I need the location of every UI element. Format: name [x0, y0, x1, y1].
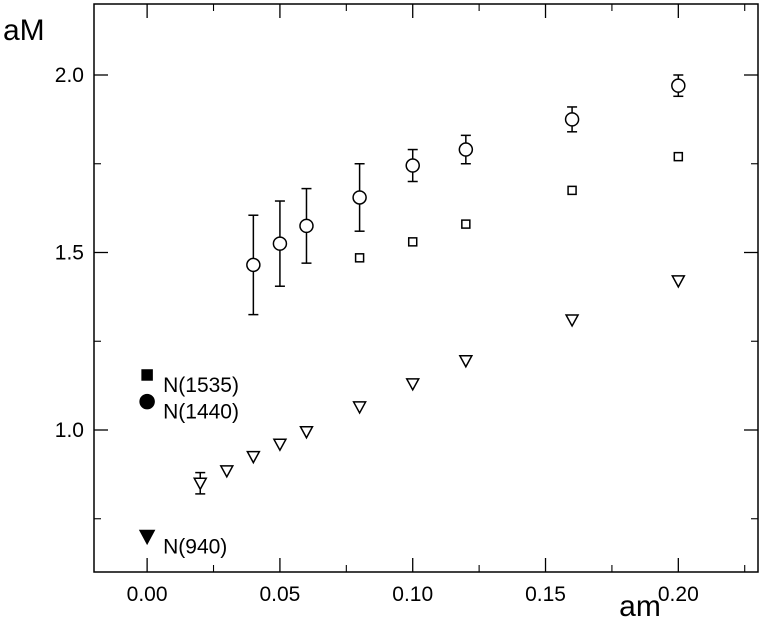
data-point — [272, 438, 288, 452]
data-point — [352, 190, 367, 205]
data-point — [407, 237, 418, 247]
y-axis-label: aM — [3, 14, 45, 47]
x-tick-label: 0.15 — [525, 583, 566, 606]
series-circle-open — [246, 74, 686, 316]
data-point — [564, 112, 580, 127]
data-point — [354, 253, 365, 263]
reference-points: N(1535) N(1440) N(940) — [138, 369, 239, 559]
data-point — [461, 219, 471, 229]
data-point — [219, 465, 235, 479]
x-axis-label: am — [619, 590, 661, 623]
data-point — [671, 78, 686, 93]
data-point — [458, 355, 474, 369]
y-tick-label: 1.0 — [55, 419, 84, 442]
series-square-open — [354, 151, 684, 263]
data-point — [458, 142, 474, 157]
data-point — [192, 477, 208, 491]
y-tick-label: 1.5 — [55, 242, 84, 265]
data-point — [671, 275, 686, 289]
data-point — [405, 378, 420, 392]
reference-label: N(940) — [163, 536, 227, 559]
reference-label: N(1535) — [163, 374, 239, 397]
series-triangle-down-open — [192, 275, 686, 495]
reference-marker — [139, 393, 155, 410]
data-point — [272, 236, 288, 251]
reference-label: N(1440) — [163, 401, 239, 424]
data-point — [246, 450, 261, 465]
x-tick-label: 0.05 — [259, 583, 300, 606]
data-point — [673, 151, 684, 162]
plot-frame — [93, 3, 759, 573]
axis-ticks — [94, 4, 758, 572]
reference-marker — [138, 529, 156, 546]
data-point — [567, 185, 577, 196]
data-point — [564, 314, 580, 328]
x-tick-label: 0.00 — [127, 583, 168, 606]
reference-marker — [141, 369, 153, 381]
axis-tick-labels: 0.00 0.05 0.10 0.15 0.20 1.0 1.5 2.0 — [55, 64, 699, 606]
data-series — [192, 74, 686, 495]
data-point — [405, 158, 420, 173]
data-point — [299, 426, 314, 440]
data-point — [246, 257, 261, 273]
x-tick-label: 0.20 — [658, 583, 699, 606]
data-point — [299, 218, 314, 234]
data-point — [352, 401, 367, 415]
y-tick-label: 2.0 — [55, 64, 84, 87]
x-tick-label: 0.10 — [392, 583, 433, 606]
